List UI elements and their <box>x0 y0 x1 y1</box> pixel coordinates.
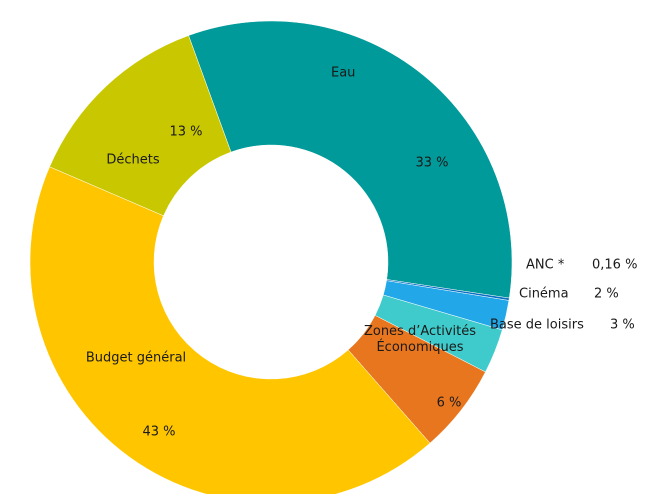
slice-label: Base de loisirs <box>490 318 584 333</box>
slice-label: Zones d’Activités Économiques <box>363 324 477 355</box>
value-label: 33 % <box>415 156 448 171</box>
slice-label: Déchets <box>106 153 159 168</box>
slice-label: Cinéma <box>519 287 569 302</box>
slice-label: Eau <box>331 66 355 81</box>
value-label: 13 % <box>169 125 202 140</box>
value-label: 43 % <box>142 425 175 440</box>
slice-label: ANC * <box>526 258 565 273</box>
value-label: 3 % <box>610 318 635 333</box>
slice-label: Budget général <box>86 351 186 366</box>
slice <box>49 35 232 217</box>
value-label: 6 % <box>437 396 462 411</box>
value-label: 0,16 % <box>592 258 637 273</box>
value-label: 2 % <box>594 287 619 302</box>
slice <box>188 20 513 299</box>
